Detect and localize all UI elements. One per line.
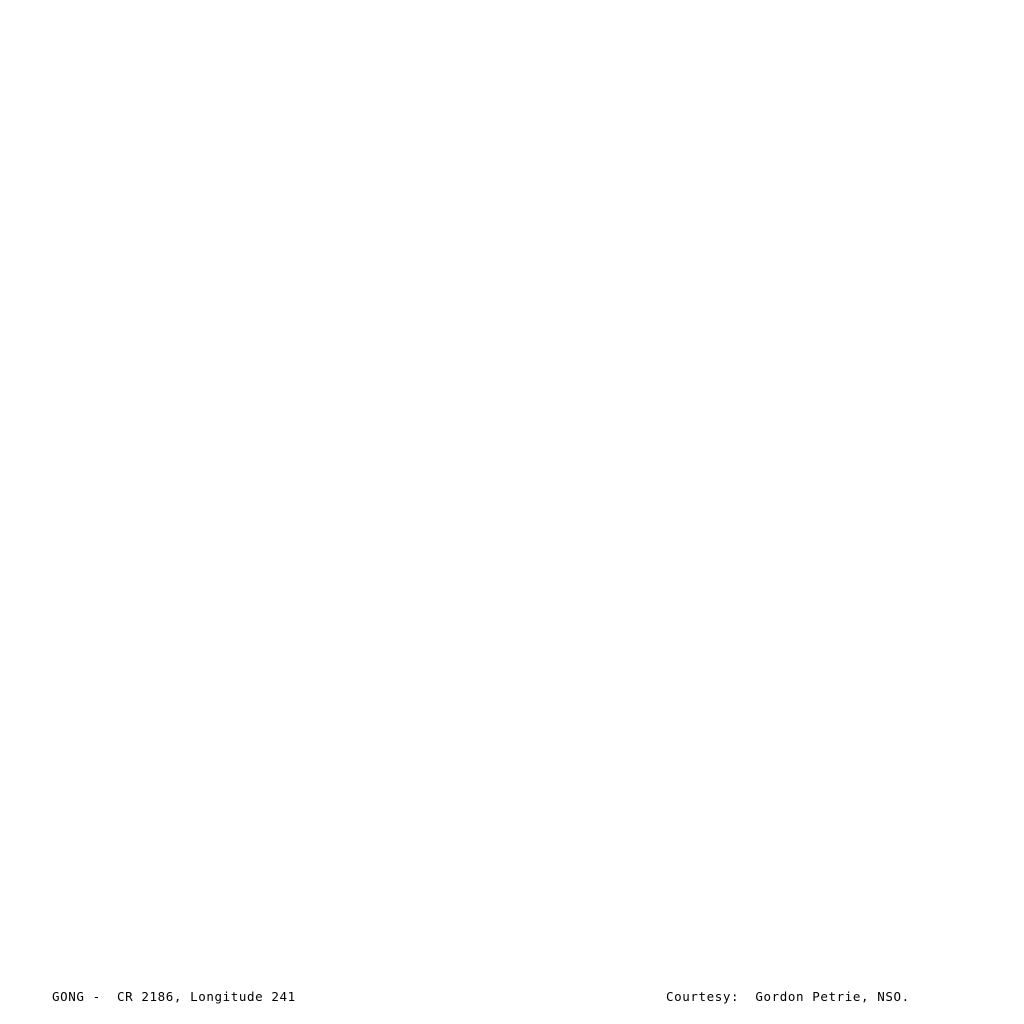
caption-instrument-rotation: GONG - CR 2186, Longitude 241	[52, 989, 296, 1004]
caption-courtesy-credit: Courtesy: Gordon Petrie, NSO.	[666, 989, 910, 1004]
